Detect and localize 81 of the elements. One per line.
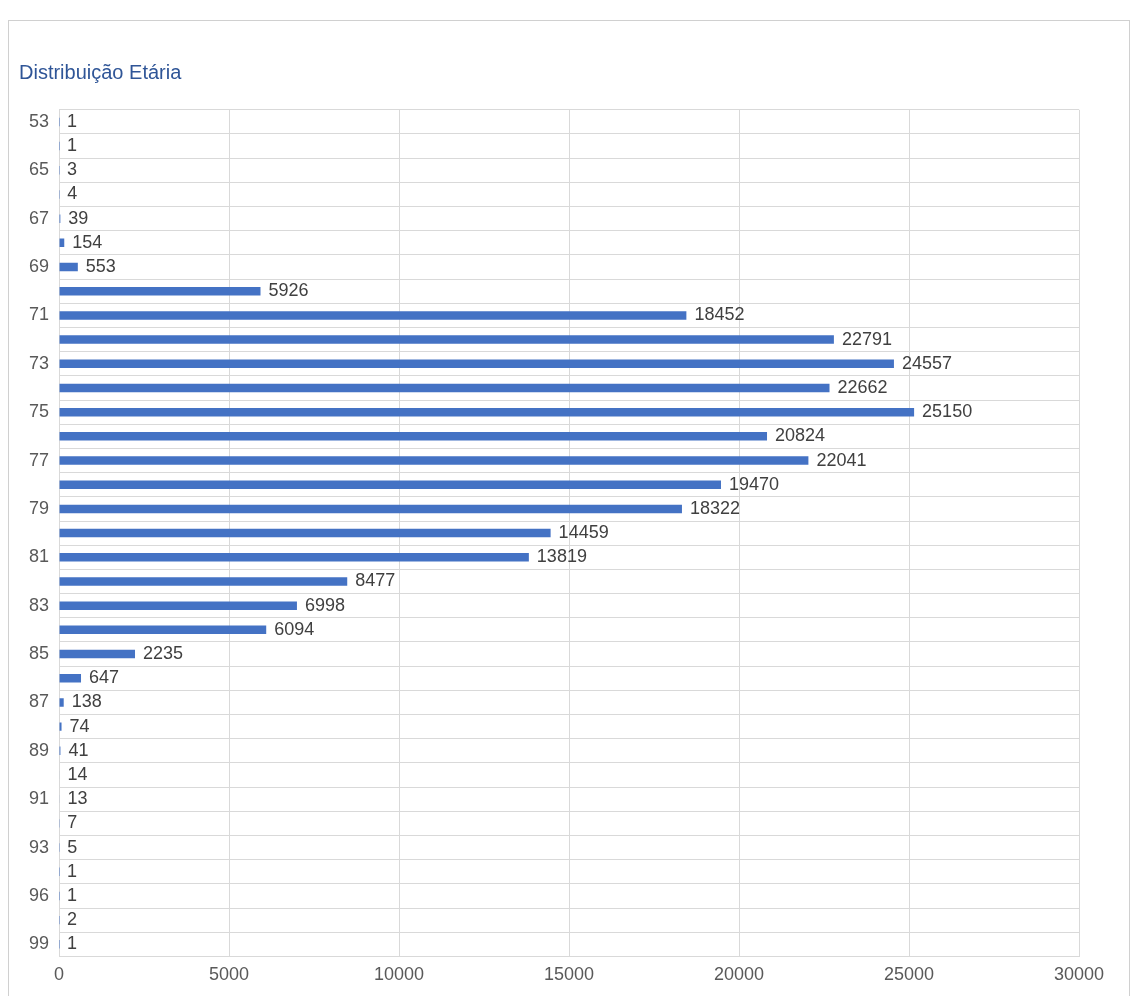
x-tick-label: 25000 [883,964,935,985]
y-tick-label: 67 [28,207,50,228]
data-label: 5926 [268,280,309,301]
data-label: 2235 [143,643,184,664]
x-tick-label: 20000 [713,964,765,985]
bar [59,456,809,465]
data-label: 25150 [922,401,973,422]
bar [59,407,915,417]
bar [59,359,894,369]
y-tick-label: 53 [28,110,50,131]
data-label: 1 [67,884,78,905]
data-label: 41 [68,739,89,760]
y-tick-label: 91 [28,788,50,809]
x-tick-label: 5000 [208,964,250,985]
y-tick-label: 93 [28,836,50,857]
data-label: 22041 [816,449,867,470]
data-label: 14 [67,763,88,784]
data-label: 7 [67,812,78,833]
y-tick-label: 77 [28,449,50,470]
x-tick-label: 10000 [373,964,425,985]
data-label: 8477 [355,570,396,591]
x-tick-label: 15000 [543,964,595,985]
y-tick-label: 83 [28,594,50,615]
data-label: 22791 [841,328,892,349]
y-tick-label: 89 [28,739,50,760]
data-label: 14459 [558,522,609,543]
data-label: 5 [67,836,78,857]
data-label: 20824 [775,425,826,446]
data-label: 18452 [694,304,745,325]
y-tick-label: 71 [28,304,50,325]
data-label: 1 [67,135,78,156]
x-tick-label: 0 [54,964,65,985]
data-label: 647 [89,667,120,688]
y-tick-label: 73 [28,352,50,373]
bar [59,528,551,538]
y-tick-label: 75 [28,401,50,422]
data-label: 19470 [728,473,780,494]
data-label: 1 [67,860,78,881]
bar [59,311,687,320]
x-tick-label: 30000 [1053,964,1105,985]
data-label: 6094 [274,618,315,639]
bar [59,432,768,441]
chart-title: Distribuição Etária [19,61,182,84]
y-tick-label: 85 [28,643,50,664]
data-label: 39 [68,207,89,228]
data-label: 1 [67,110,78,131]
bar [59,286,261,296]
bar [59,722,62,731]
bar [59,577,348,586]
bar [59,674,82,683]
data-label: 154 [72,231,103,252]
y-tick-label: 96 [28,884,50,905]
data-label: 13 [67,788,88,809]
y-tick-label: 69 [28,255,50,276]
data-label: 24557 [901,352,952,373]
data-label: 22662 [837,376,888,397]
data-label: 553 [85,255,116,276]
data-label: 18322 [689,497,741,518]
y-tick-label: 79 [28,497,50,518]
data-label: 6998 [304,594,345,615]
y-tick-label: 65 [28,159,50,180]
bar [59,480,721,489]
bar [59,383,830,393]
bar [59,335,834,344]
bar [59,625,267,635]
bar [59,504,682,514]
data-label: 74 [69,715,90,736]
data-label: 2 [67,909,78,930]
data-label: 138 [71,691,102,712]
y-tick-label: 87 [28,691,50,712]
bar [59,601,297,610]
data-label: 4 [67,183,78,204]
bar [59,262,78,272]
bar [59,649,136,659]
data-label: 3 [67,159,78,180]
bar [59,698,64,707]
y-tick-label: 99 [28,933,50,954]
y-tick-label: 81 [28,546,50,567]
data-label: 13819 [536,546,587,567]
bar [59,553,529,562]
data-label: 1 [67,933,78,954]
